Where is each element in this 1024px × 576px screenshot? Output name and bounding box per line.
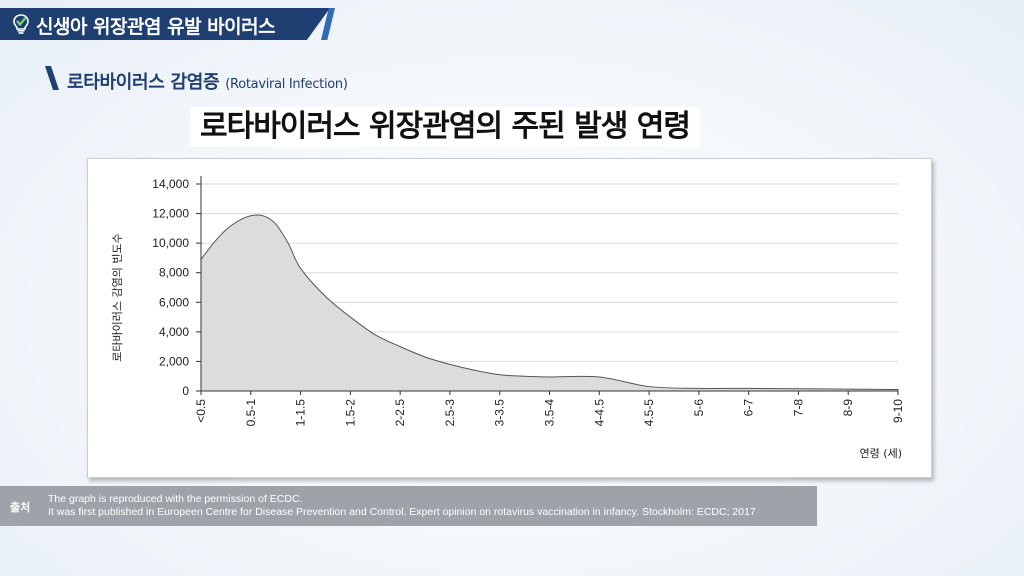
x-tick-label: 8-9 (841, 399, 855, 417)
x-tick-label: 7-8 (791, 399, 805, 417)
area-series (200, 214, 899, 392)
x-tick-label: 9-10 (891, 399, 905, 423)
y-tick-label: 6,000 (159, 295, 189, 309)
x-tick-label: 6-7 (742, 399, 756, 417)
section-title-text: 로타바이러스 감염증 (67, 72, 220, 93)
source-label: 출처 (10, 501, 31, 514)
source-footer: 출처 The graph is reproduced with the perm… (0, 486, 817, 526)
y-tick-label: 2,000 (159, 354, 189, 368)
x-tick-label: <0.5 (194, 399, 208, 423)
section-subtitle: (Rotaviral Infection) (225, 77, 348, 92)
x-tick-label: 0.5-1 (244, 399, 258, 427)
source-line-1: The graph is reproduced with the permiss… (48, 493, 303, 505)
y-tick-label: 14,000 (152, 177, 189, 191)
section-marker (45, 66, 59, 90)
x-tick-label: 1.5-2 (343, 399, 357, 427)
y-tick-label: 0 (182, 384, 189, 398)
rotavirus-age-chart: 0 2,000 4,000 6,000 8,000 10,000 12,000 14,000 <… (111, 176, 905, 460)
chart-title: 로타바이러스 위장관염의 주된 발생 연령 (190, 107, 700, 147)
x-tick-label: 3.5-4 (543, 399, 557, 427)
top-banner (0, 8, 330, 40)
x-tick-label: 1-1.5 (294, 399, 308, 427)
lightbulb-icon (13, 14, 29, 34)
y-axis-title: 로타바이러스 감염의 빈도수 (111, 233, 124, 361)
x-tick-label: 4-4.5 (592, 399, 606, 427)
source-text: The graph is reproduced with the permiss… (48, 493, 756, 519)
x-tick-label: 3-3.5 (493, 399, 507, 427)
y-tick-label: 4,000 (159, 325, 189, 339)
source-line-2: It was first published in Europeen Centr… (48, 506, 756, 518)
chart-container: 0 2,000 4,000 6,000 8,000 10,000 12,000 14,000 <… (87, 158, 932, 478)
section-title: 로타바이러스 감염증 (Rotaviral Infection) (67, 68, 348, 94)
page-header-title: 신생아 위장관염 유발 바이러스 (36, 16, 276, 38)
y-tick-label: 8,000 (159, 266, 189, 280)
y-tick-label: 12,000 (152, 207, 189, 221)
x-tick-label: 2.5-3 (443, 399, 457, 427)
x-tick-label: 5-6 (692, 399, 706, 417)
x-axis-title: 연령 (세) (860, 447, 902, 460)
y-tick-label: 10,000 (152, 236, 189, 250)
x-tick-label: 2-2.5 (393, 399, 407, 427)
x-tick-label: 4.5-5 (642, 399, 656, 427)
